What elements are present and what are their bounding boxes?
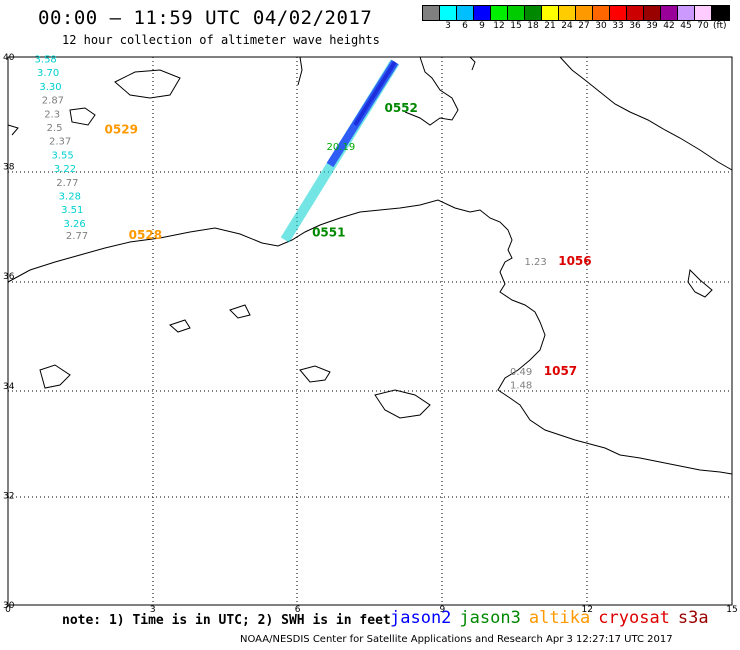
legend-tick-label: 6 — [462, 21, 468, 31]
legend-tick-label: 21 — [544, 21, 556, 31]
coastline — [7, 56, 733, 475]
x-tick-label: 12 — [581, 605, 592, 615]
wave-height-label: 3.28 — [59, 191, 81, 202]
pass-time-label: 0551 — [312, 226, 345, 240]
wave-height-labels: 3.583.703.302.872.32.52.373.553.222.773.… — [35, 54, 547, 391]
pass-time-label: 1056 — [558, 254, 591, 268]
x-tick-label: 6 — [295, 605, 301, 615]
legend-swatch — [712, 6, 729, 20]
y-tick-label: 34 — [3, 382, 15, 392]
y-axis-tick-labels: 40 38 36 34 32 30 — [3, 53, 15, 611]
legend-unit: (ft) — [713, 21, 727, 31]
wave-height-label: 1.48 — [510, 381, 532, 392]
x-tick-label: 9 — [440, 605, 446, 615]
legend-swatch — [457, 6, 474, 20]
legend-tick-label: 3 — [445, 21, 451, 31]
wave-height-label: 2.87 — [42, 96, 64, 107]
legend-swatch — [644, 6, 661, 20]
wave-height-label: 3.22 — [54, 164, 76, 175]
legend-swatch — [576, 6, 593, 20]
wave-height-label: 3.30 — [39, 82, 61, 93]
x-tick-label: 3 — [150, 605, 156, 615]
legend-swatch — [423, 6, 440, 20]
wave-height-label: 3.26 — [64, 219, 86, 230]
legend-tick-label: 39 — [646, 21, 658, 31]
legend-tick-label: 33 — [612, 21, 624, 31]
legend-swatch — [678, 6, 695, 20]
pass-time-label: 0528 — [129, 228, 162, 242]
legend-swatch — [542, 6, 559, 20]
legend-tick-label: 42 — [663, 21, 675, 31]
satellite-name: altika — [528, 608, 591, 628]
wave-height-label: 2.37 — [49, 137, 71, 148]
legend-tick-label: 24 — [561, 21, 573, 31]
color-legend-labels: 3 6 9 12 15 18 21 24 27 30 33 36 39 42 45 70 — [422, 21, 732, 33]
wave-height-label: 0.49 — [510, 367, 532, 378]
y-tick-label: 38 — [3, 163, 15, 173]
legend-swatch — [610, 6, 627, 20]
wave-height-label: 3.55 — [51, 150, 73, 161]
pass-time-label: 0529 — [105, 123, 138, 137]
legend-tick-label: 27 — [578, 21, 590, 31]
legend-swatch — [695, 6, 712, 20]
y-tick-label: 40 — [3, 53, 15, 63]
wave-height-label: 2.3 — [44, 109, 60, 120]
x-tick-label: 15 — [726, 605, 737, 615]
y-tick-label: 36 — [3, 272, 15, 282]
y-tick-label: 32 — [3, 491, 14, 501]
map-title: 00:00 – 11:59 UTC 04/02/2017 — [38, 7, 373, 29]
satellite-name: cryosat — [598, 608, 670, 628]
wave-height-label: 2.5 — [47, 123, 63, 134]
credit-line: NOAA/NESDIS Center for Satellite Applica… — [240, 634, 673, 645]
satellite-name: jason2 — [390, 608, 452, 628]
wave-height-label: 2.77 — [56, 178, 78, 189]
wave-height-label: 3.70 — [37, 68, 59, 79]
color-legend-bar — [422, 5, 730, 21]
legend-tick-label: 45 — [680, 21, 692, 31]
legend-swatch — [491, 6, 508, 20]
grid-lines — [8, 57, 732, 605]
pass-time-label: 1057 — [544, 364, 577, 378]
wave-height-label: 3.51 — [61, 205, 83, 216]
satellite-name: s3a — [677, 608, 709, 628]
legend-tick-label: 12 — [493, 21, 505, 31]
legend-swatch — [627, 6, 644, 20]
legend-swatch — [593, 6, 610, 20]
pass-time-labels: 0529 0528 0552 0551 1056 1057 — [105, 101, 592, 378]
map-subtitle: 12 hour collection of altimeter wave hei… — [62, 33, 380, 47]
wave-height-label: 3.58 — [35, 54, 57, 65]
x-tick-label: 0 — [5, 605, 11, 615]
legend-tick-label: 70 — [697, 21, 709, 31]
legend-swatch — [508, 6, 525, 20]
legend-swatch — [525, 6, 542, 20]
legend-tick-label: 36 — [629, 21, 641, 31]
legend-tick-label: 15 — [510, 21, 522, 31]
legend-swatch — [474, 6, 491, 20]
footer-note: note: 1) Time is in UTC; 2) SWH is in fe… — [62, 613, 391, 628]
legend-swatch — [559, 6, 576, 20]
wave-height-label: 2.77 — [66, 231, 88, 242]
legend-swatch — [661, 6, 678, 20]
wave-height-label: 20.19 — [327, 142, 356, 153]
x-axis-tick-labels: 0 3 6 9 12 15 — [5, 605, 738, 615]
legend-swatch — [440, 6, 457, 20]
wave-height-label: 1.23 — [524, 257, 546, 268]
satellite-track-jason — [280, 59, 400, 243]
legend-tick-label: 18 — [527, 21, 539, 31]
legend-tick-label: 9 — [479, 21, 485, 31]
pass-time-label: 0552 — [384, 101, 417, 115]
satellite-name: jason3 — [459, 608, 521, 628]
legend-tick-label: 30 — [595, 21, 607, 31]
y-tick-label: 30 — [3, 601, 15, 611]
satellite-legend: jason2 jason3 altika cryosat s3a — [390, 608, 717, 628]
map-frame — [7, 56, 733, 606]
